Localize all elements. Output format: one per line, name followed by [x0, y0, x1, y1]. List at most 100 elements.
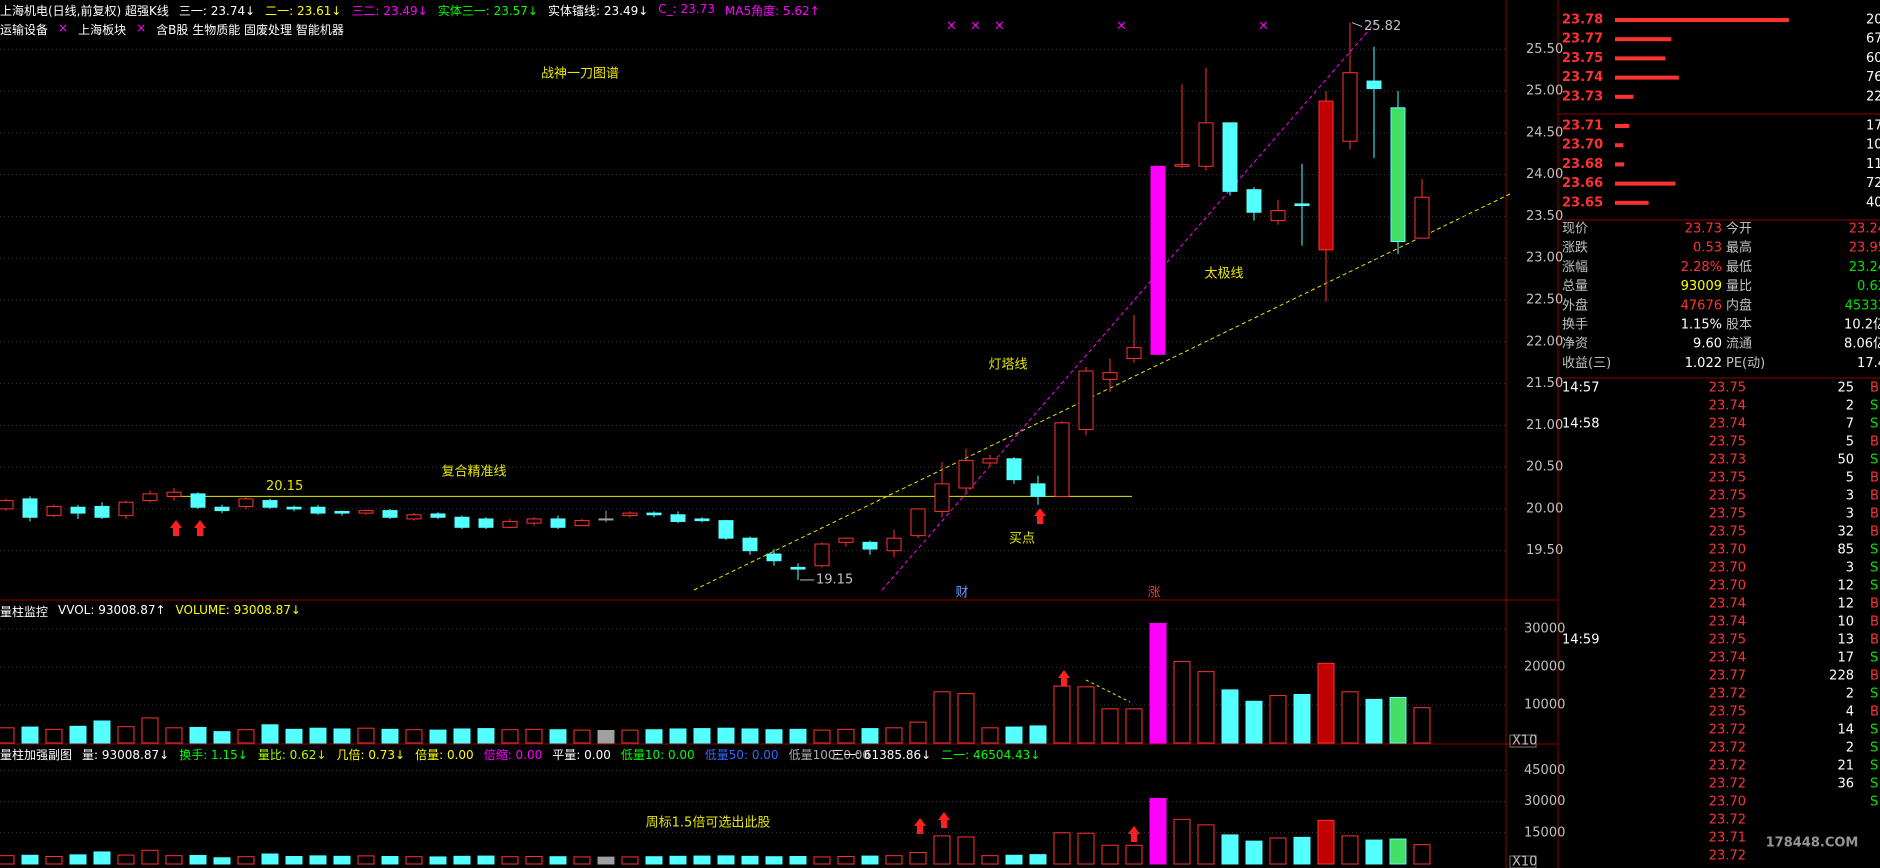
- candle-body: [550, 518, 566, 528]
- book-volume: 11: [1866, 157, 1880, 172]
- arrow: [1058, 670, 1070, 686]
- volume-bar: [1341, 835, 1359, 865]
- candle-body: [286, 506, 302, 510]
- trade-side: S: [1870, 723, 1878, 738]
- volume-bar: [981, 855, 999, 865]
- candle-body: [766, 553, 782, 562]
- trade-time: 14:57: [1562, 381, 1599, 396]
- y-tick-label: 24.50: [1526, 125, 1563, 140]
- volume-header: 量柱监控 VVOL: 93008.87↑ VOLUME: 93008.87↓: [0, 603, 301, 620]
- candle-body: [310, 506, 326, 514]
- volume-bar: [837, 856, 855, 865]
- level-label: 20.15: [266, 479, 303, 494]
- candle-body: [1150, 165, 1166, 355]
- y-tick-label: 19.50: [1526, 543, 1563, 558]
- y-tick-label: 20.50: [1526, 460, 1563, 475]
- trade-volume: 3: [1846, 489, 1854, 504]
- candle-body: [814, 543, 830, 567]
- header-item: 三二: 23.49↓: [351, 4, 428, 18]
- candle-body: [262, 500, 278, 508]
- quote-label: 流通: [1726, 337, 1752, 352]
- quote-value: 10.2亿: [1844, 318, 1880, 333]
- volume-bar: [1317, 819, 1335, 865]
- candle-body: [862, 541, 878, 550]
- volume-bar: [45, 728, 63, 744]
- volume-bar: [117, 854, 135, 865]
- volume-bar: [933, 835, 951, 865]
- volume-bar: [1293, 836, 1311, 865]
- volume-bar: [237, 729, 255, 744]
- volume-bar: [1365, 698, 1383, 744]
- y-tick-label: 23.00: [1526, 251, 1563, 266]
- volume-bar: [21, 854, 39, 865]
- marker: ×: [1258, 19, 1269, 34]
- volume-bar: [1317, 662, 1335, 744]
- trade-volume: 5: [1846, 471, 1854, 486]
- candle-body: [670, 514, 686, 522]
- quote-value: 17.4: [1857, 356, 1880, 371]
- volume-bar: [1389, 696, 1407, 744]
- annotation: 复合精准线: [441, 465, 506, 480]
- high-label: 25.82: [1364, 19, 1401, 34]
- top-markers: × × × × ×: [946, 19, 1269, 34]
- candle-body: [142, 493, 158, 502]
- header-item: 上海机电(日线,前复权) 超强K线: [0, 4, 169, 18]
- volume-bar: [1029, 725, 1047, 744]
- trade-price: 23.75: [1709, 633, 1746, 648]
- volume-bar: [1173, 660, 1191, 744]
- header-item: 低量10: 0.00: [620, 748, 695, 762]
- book-volume: 76: [1866, 70, 1880, 85]
- y-tick-label: 25.00: [1526, 84, 1563, 99]
- quote-value: 1.15%: [1681, 318, 1722, 333]
- volume-bar: [429, 856, 447, 865]
- trend-line: [693, 193, 1511, 591]
- volume-bar: [1077, 832, 1095, 865]
- trade-volume: 25: [1837, 381, 1854, 396]
- arrow: [938, 812, 950, 828]
- candle-body: [166, 491, 182, 497]
- quote-value: 0.53: [1693, 241, 1722, 256]
- volume-bar: [1413, 844, 1431, 865]
- book-volume: 22: [1866, 89, 1880, 104]
- volume-bar: [597, 856, 615, 865]
- volume-bar: [741, 728, 759, 744]
- volume-bar: [597, 729, 615, 744]
- arrow: [194, 520, 206, 536]
- trade-side: S: [1870, 561, 1878, 576]
- arrow: [914, 818, 926, 834]
- volume-bar: [885, 727, 903, 744]
- candle-body: [1246, 189, 1262, 213]
- volume-bar: [909, 852, 927, 865]
- quote-label: 股本: [1726, 318, 1752, 333]
- trade-price: 23.75: [1709, 705, 1746, 720]
- book-price: 23.66: [1562, 176, 1603, 191]
- volume-bar: [141, 717, 159, 744]
- header-item: 倍量: 0.00: [415, 748, 474, 762]
- volume-bar: [21, 726, 39, 744]
- volume-bar: [669, 855, 687, 865]
- candle-body: [790, 566, 806, 570]
- volume-bar: [0, 727, 15, 744]
- trade-price: 23.72: [1709, 849, 1746, 864]
- trade-volume: 32: [1837, 525, 1854, 540]
- candle-body: [742, 537, 758, 552]
- book-bar: [1615, 94, 1634, 99]
- arrow: [170, 520, 182, 536]
- y-tick-label: 21.50: [1526, 376, 1563, 391]
- volume-bar: [1269, 837, 1287, 865]
- volume-bar: [285, 856, 303, 865]
- trade-price: 23.72: [1709, 741, 1746, 756]
- candle-body: [478, 518, 494, 528]
- trade-side: S: [1870, 651, 1878, 666]
- book-price: 23.78: [1562, 13, 1603, 28]
- trade-price: 23.73: [1709, 453, 1746, 468]
- quote-label: 涨幅: [1562, 260, 1588, 275]
- book-price: 23.75: [1562, 51, 1603, 66]
- y-tick-label: 20.00: [1526, 501, 1563, 516]
- y-tick-label: 30000: [1524, 794, 1565, 809]
- trade-side: S: [1870, 579, 1878, 594]
- marker: ×: [1116, 19, 1127, 34]
- trade-volume: 13: [1837, 633, 1854, 648]
- book-bar: [1615, 18, 1789, 22]
- quote-value: 2.28%: [1681, 260, 1722, 275]
